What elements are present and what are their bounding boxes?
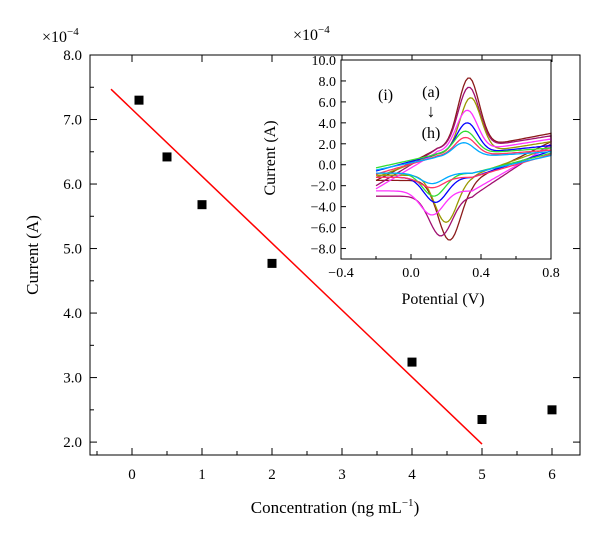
inset-y-tick-label: 8.0 bbox=[319, 75, 337, 90]
inset-x-tick-label: 0.0 bbox=[402, 266, 420, 281]
main-y-tick-label: 4.0 bbox=[63, 306, 82, 322]
inset-y-tick-label: 4.0 bbox=[319, 117, 337, 132]
main-data-point bbox=[197, 200, 207, 210]
main-data-point bbox=[477, 415, 487, 425]
inset-panel-label: (i) bbox=[378, 87, 393, 104]
main-y-tick-label: 8.0 bbox=[63, 48, 82, 64]
inset-y-tick-label: 0.0 bbox=[319, 159, 337, 174]
main-y-axis-label: Current (A) bbox=[23, 215, 42, 295]
main-y-tick-label: 2.0 bbox=[63, 435, 82, 451]
inset-y-axis: −8.0 −6.0 −4.0 −2.0 0.0 2.0 4.0 6.0 8.0 10.0 bbox=[311, 54, 346, 258]
main-data-point bbox=[407, 357, 417, 367]
main-x-tick-label: 2 bbox=[268, 467, 276, 483]
inset-chart: −0.4 0.0 0.4 0.8 −8.0 −6.0 −4.0 −2.0 0.0 2.0 4.0 6… bbox=[262, 24, 560, 308]
main-data-point bbox=[547, 405, 557, 415]
main-x-tick-label: 3 bbox=[338, 467, 346, 483]
main-multiplier: ×10−4 bbox=[42, 26, 79, 46]
main-plot-frame bbox=[89, 54, 581, 456]
inset-y-tick-label: 2.0 bbox=[319, 138, 337, 153]
inset-y-axis-label: Current (A) bbox=[262, 120, 279, 195]
inset-annotation-bottom: (h) bbox=[422, 125, 441, 142]
main-x-tick-label: 6 bbox=[548, 467, 556, 483]
inset-multiplier: ×10−4 bbox=[293, 24, 330, 44]
main-y-tick-label: 3.0 bbox=[63, 371, 82, 387]
main-chart: 0 1 2 3 4 5 6 2.0 3.0 4.0 5.0 6.0 7.0 8.0 ×10−4 Curr… bbox=[23, 26, 581, 517]
main-fit-line-group bbox=[110, 88, 483, 445]
inset-x-axis: −0.4 0.0 0.4 0.8 bbox=[328, 254, 560, 281]
inset-y-tick-label: 10.0 bbox=[312, 54, 337, 69]
inset-x-tick-label: 0.8 bbox=[542, 266, 560, 281]
inset-annotation-arrow: ↓ bbox=[427, 101, 436, 121]
main-fit-line bbox=[110, 88, 483, 445]
main-x-tick-label: 5 bbox=[478, 467, 486, 483]
inset-x-tick-label: 0.4 bbox=[472, 266, 490, 281]
inset-x-tick-label: −0.4 bbox=[328, 266, 353, 281]
main-y-axis: 2.0 3.0 4.0 5.0 6.0 7.0 8.0 bbox=[63, 48, 580, 451]
main-y-tick-label: 7.0 bbox=[63, 113, 82, 129]
main-data-point bbox=[162, 152, 172, 162]
main-y-tick-label: 6.0 bbox=[63, 177, 82, 193]
main-x-axis-label: Concentration (ng mL−1) bbox=[251, 497, 419, 517]
main-x-tick-label: 4 bbox=[408, 467, 416, 483]
main-x-tick-label: 0 bbox=[128, 467, 136, 483]
main-data-points bbox=[134, 95, 557, 425]
inset-annotation-top: (a) bbox=[422, 84, 440, 101]
inset-background bbox=[341, 60, 551, 259]
inset-x-axis-label: Potential (V) bbox=[401, 291, 484, 308]
main-data-point bbox=[267, 258, 277, 268]
inset-y-tick-label: 6.0 bbox=[319, 96, 337, 111]
main-y-tick-label: 5.0 bbox=[63, 242, 82, 258]
inset-y-tick-label: −2.0 bbox=[311, 180, 336, 195]
main-data-point bbox=[134, 95, 144, 105]
inset-y-tick-label: −8.0 bbox=[311, 243, 336, 258]
inset-y-tick-label: −6.0 bbox=[311, 222, 336, 237]
main-x-tick-label: 1 bbox=[198, 467, 206, 483]
inset-y-tick-label: −4.0 bbox=[311, 201, 336, 216]
